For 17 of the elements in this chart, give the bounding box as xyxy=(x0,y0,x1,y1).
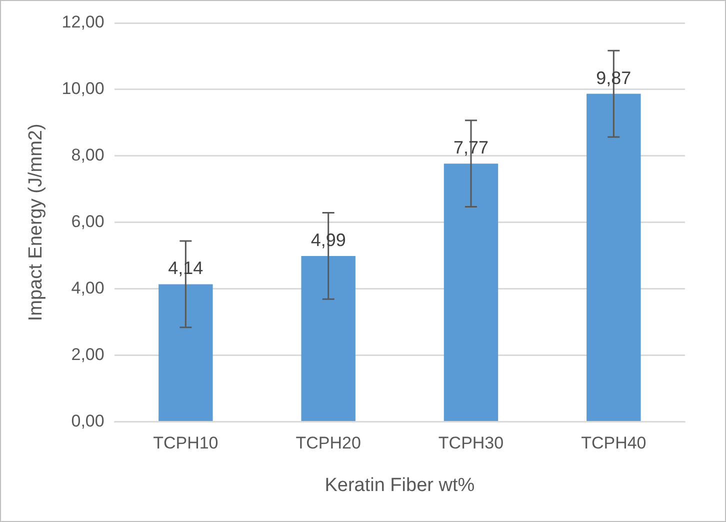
bar xyxy=(586,94,641,422)
y-tick-label: 4,00 xyxy=(71,278,104,298)
y-axis-title: Impact Energy (J/mm2) xyxy=(26,124,47,322)
bar xyxy=(301,256,356,422)
x-axis-title: Keratin Fiber wt% xyxy=(324,474,475,496)
y-tick-label: 2,00 xyxy=(71,345,104,364)
bar xyxy=(158,284,213,422)
y-tick-label: 12,00 xyxy=(62,12,104,32)
x-tick-label: TCPH40 xyxy=(581,434,646,453)
bar xyxy=(444,164,498,422)
y-tick-label: 10,00 xyxy=(62,79,104,98)
x-tick-label: TCPH20 xyxy=(296,434,361,453)
y-tick-label: 8,00 xyxy=(71,146,104,165)
y-tick-label: 0,00 xyxy=(71,411,104,430)
x-tick-label: TCPH30 xyxy=(438,434,504,453)
y-tick-label: 6,00 xyxy=(71,212,104,232)
x-tick-label: TCPH10 xyxy=(153,434,218,453)
